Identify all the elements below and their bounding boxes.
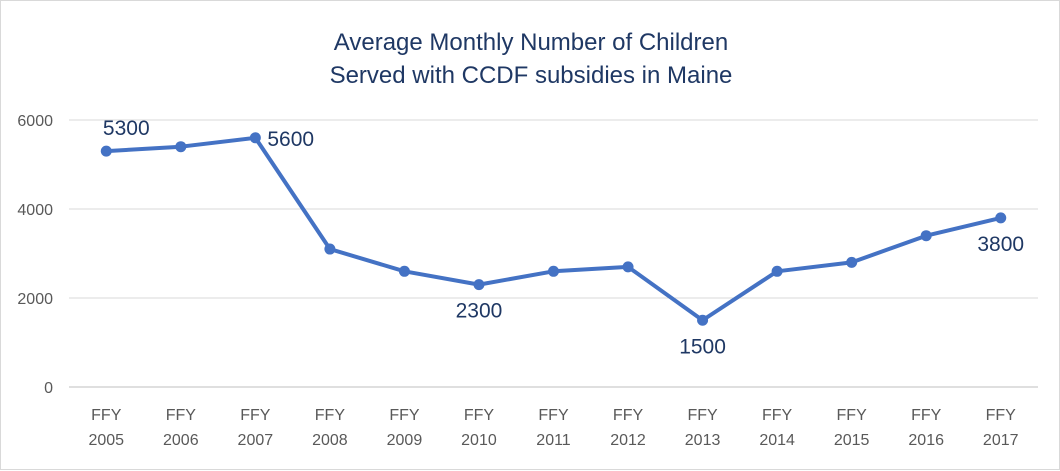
x-tick-label: FFY bbox=[240, 407, 271, 424]
x-tick-label: 2017 bbox=[983, 432, 1019, 449]
x-tick-label: 2008 bbox=[312, 432, 348, 449]
x-tick-label: 2016 bbox=[908, 432, 944, 449]
y-axis-ticks: 0 2000 4000 6000 bbox=[17, 113, 53, 397]
y-tick-label: 2000 bbox=[17, 291, 53, 308]
x-tick-label: 2012 bbox=[610, 432, 646, 449]
x-tick-label: FFY bbox=[911, 407, 942, 424]
data-label: 5300 bbox=[103, 117, 150, 140]
data-label: 1500 bbox=[679, 335, 726, 358]
x-tick-label: 2009 bbox=[387, 432, 423, 449]
x-tick-label: 2010 bbox=[461, 432, 497, 449]
data-point bbox=[175, 141, 187, 153]
chart-title-line-1: Average Monthly Number of Children bbox=[334, 29, 728, 56]
gridlines bbox=[69, 119, 1038, 388]
x-tick-label: 2006 bbox=[163, 432, 199, 449]
data-point bbox=[100, 145, 112, 157]
y-tick-label: 4000 bbox=[17, 202, 53, 219]
x-tick-label: 2013 bbox=[685, 432, 721, 449]
chart-title-line-2: Served with CCDF subsidies in Maine bbox=[330, 62, 733, 89]
x-tick-label: FFY bbox=[389, 407, 420, 424]
data-labels: 5300 5600 2300 1500 3800 bbox=[103, 117, 1024, 358]
data-point bbox=[995, 212, 1007, 224]
data-point bbox=[846, 256, 858, 268]
data-point bbox=[920, 230, 932, 242]
series bbox=[100, 132, 1007, 326]
x-tick-label: FFY bbox=[613, 407, 644, 424]
data-label: 3800 bbox=[977, 233, 1024, 256]
x-tick-label: FFY bbox=[91, 407, 122, 424]
x-tick-label: 2015 bbox=[834, 432, 870, 449]
series-line bbox=[106, 135, 1002, 323]
x-tick-label: 2005 bbox=[88, 432, 124, 449]
data-point bbox=[771, 265, 783, 277]
y-tick-label: 0 bbox=[44, 380, 53, 397]
x-tick-label: FFY bbox=[986, 407, 1017, 424]
x-tick-label: 2011 bbox=[536, 432, 571, 449]
data-point bbox=[697, 314, 709, 326]
data-point bbox=[548, 265, 559, 277]
x-tick-label: FFY bbox=[315, 407, 346, 424]
data-label: 2300 bbox=[456, 300, 503, 323]
x-tick-label: FFY bbox=[538, 407, 569, 424]
x-tick-label: 2007 bbox=[238, 432, 274, 449]
x-tick-label: FFY bbox=[166, 407, 197, 424]
x-tick-label: FFY bbox=[464, 407, 495, 424]
data-point bbox=[324, 243, 336, 255]
x-tick-label: FFY bbox=[837, 407, 868, 424]
x-axis-ticks: FFY 2005 FFY 2006 FFY 2007 FFY 2008 FFY 2009 FFY 20… bbox=[88, 407, 1018, 449]
data-point bbox=[398, 265, 410, 277]
data-point bbox=[249, 132, 261, 144]
x-tick-label: FFY bbox=[762, 407, 793, 424]
y-tick-label: 6000 bbox=[17, 113, 53, 130]
data-point bbox=[622, 261, 634, 273]
x-tick-label: 2014 bbox=[759, 432, 795, 449]
x-tick-label: FFY bbox=[687, 407, 718, 424]
data-label: 5600 bbox=[267, 128, 314, 151]
data-point bbox=[473, 279, 485, 291]
